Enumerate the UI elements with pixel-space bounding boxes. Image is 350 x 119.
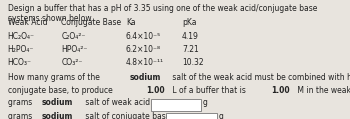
Text: Ka: Ka [126, 18, 136, 27]
Text: C₂O₄²⁻: C₂O₄²⁻ [61, 32, 86, 41]
Text: 7.21: 7.21 [182, 45, 199, 54]
Text: CO₃²⁻: CO₃²⁻ [61, 58, 83, 67]
Text: sodium: sodium [129, 73, 161, 82]
Text: grams: grams [8, 112, 34, 119]
Text: grams: grams [8, 98, 34, 107]
Text: 10.32: 10.32 [182, 58, 204, 67]
Text: HC₂O₄⁻: HC₂O₄⁻ [8, 32, 35, 41]
Text: pKa: pKa [182, 18, 196, 27]
Text: salt of weak acid =: salt of weak acid = [83, 98, 159, 107]
Text: Weak Acid: Weak Acid [8, 18, 47, 27]
Text: H₂PO₄⁻: H₂PO₄⁻ [8, 45, 34, 54]
Text: Conjugate Base: Conjugate Base [61, 18, 121, 27]
Text: 6.2×10⁻⁸: 6.2×10⁻⁸ [126, 45, 161, 54]
Text: Design a buffer that has a pH of 3.35 using one of the weak acid/conjugate base : Design a buffer that has a pH of 3.35 us… [8, 4, 317, 23]
Text: 1.00: 1.00 [146, 86, 164, 95]
Text: sodium: sodium [42, 112, 74, 119]
Text: HCO₃⁻: HCO₃⁻ [8, 58, 32, 67]
FancyBboxPatch shape [150, 99, 201, 111]
Text: How many grams of the: How many grams of the [8, 73, 102, 82]
Text: sodium: sodium [42, 98, 74, 107]
Text: 4.8×10⁻¹¹: 4.8×10⁻¹¹ [126, 58, 164, 67]
Text: g: g [219, 112, 224, 119]
FancyBboxPatch shape [166, 113, 217, 119]
Text: conjugate base, to produce: conjugate base, to produce [8, 86, 115, 95]
Text: salt of conjugate base =: salt of conjugate base = [83, 112, 178, 119]
Text: 4.19: 4.19 [182, 32, 199, 41]
Text: salt of the weak acid must be combined with how many grams of the: salt of the weak acid must be combined w… [170, 73, 350, 82]
Text: 1.00: 1.00 [271, 86, 289, 95]
Text: M in the weak base?: M in the weak base? [295, 86, 350, 95]
Text: g: g [202, 98, 207, 107]
Text: L of a buffer that is: L of a buffer that is [170, 86, 248, 95]
Text: 6.4×10⁻⁵: 6.4×10⁻⁵ [126, 32, 161, 41]
Text: HPO₄²⁻: HPO₄²⁻ [61, 45, 88, 54]
